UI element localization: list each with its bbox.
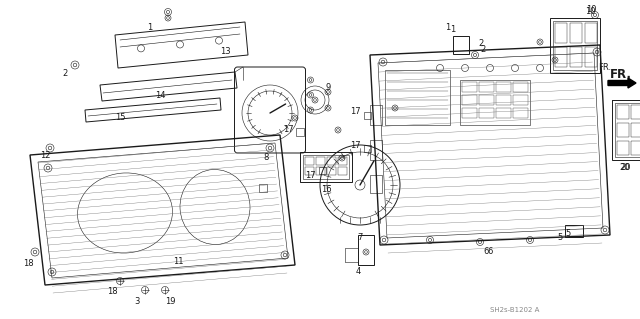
- Bar: [305, 157, 314, 165]
- Text: 9: 9: [325, 84, 331, 93]
- Bar: [462, 82, 477, 92]
- Bar: [462, 108, 477, 118]
- Bar: [615, 103, 640, 157]
- Bar: [370, 140, 382, 160]
- Bar: [513, 108, 528, 118]
- Bar: [631, 123, 640, 137]
- Text: 6: 6: [483, 248, 489, 256]
- Bar: [631, 105, 640, 119]
- Bar: [570, 23, 582, 43]
- Bar: [303, 155, 349, 179]
- Bar: [617, 123, 629, 137]
- Bar: [585, 47, 597, 67]
- Bar: [358, 235, 374, 265]
- Bar: [631, 141, 640, 155]
- Bar: [305, 167, 314, 175]
- Bar: [316, 167, 325, 175]
- Bar: [617, 105, 629, 119]
- Bar: [316, 157, 325, 165]
- Text: 16: 16: [321, 186, 332, 195]
- Bar: [570, 47, 582, 67]
- Bar: [319, 167, 326, 174]
- Text: 1: 1: [451, 26, 456, 34]
- Bar: [553, 21, 597, 70]
- Bar: [496, 82, 511, 92]
- Text: FR.: FR.: [598, 63, 612, 72]
- Text: 20: 20: [620, 164, 630, 173]
- Text: 14: 14: [155, 92, 165, 100]
- Bar: [565, 225, 583, 237]
- Bar: [550, 18, 600, 73]
- Text: 17: 17: [349, 108, 360, 116]
- Text: 17: 17: [283, 125, 293, 135]
- Text: 8: 8: [263, 153, 269, 162]
- Text: 15: 15: [115, 114, 125, 122]
- Bar: [370, 175, 382, 193]
- Text: 6: 6: [487, 248, 493, 256]
- Bar: [479, 108, 494, 118]
- Text: 7: 7: [357, 233, 363, 241]
- Text: 10: 10: [586, 5, 596, 14]
- Bar: [513, 95, 528, 105]
- Bar: [460, 80, 530, 125]
- Bar: [385, 70, 450, 125]
- Text: 5: 5: [565, 229, 571, 239]
- Text: 10: 10: [585, 8, 595, 17]
- Text: 18: 18: [107, 287, 117, 296]
- Text: 3: 3: [134, 296, 140, 306]
- Bar: [370, 105, 382, 125]
- Bar: [338, 157, 347, 165]
- FancyArrow shape: [608, 78, 636, 88]
- Bar: [496, 95, 511, 105]
- Text: 20: 20: [621, 164, 631, 173]
- Bar: [612, 100, 640, 160]
- Bar: [462, 95, 477, 105]
- Bar: [338, 167, 347, 175]
- Text: SH2s-B1202 A: SH2s-B1202 A: [490, 307, 540, 313]
- Bar: [296, 128, 304, 136]
- Bar: [585, 23, 597, 43]
- Bar: [555, 47, 567, 67]
- Text: 11: 11: [173, 257, 183, 266]
- Text: 12: 12: [40, 151, 51, 160]
- Bar: [327, 157, 336, 165]
- Text: FR.: FR.: [610, 69, 632, 81]
- Text: 17: 17: [349, 140, 360, 150]
- Text: 19: 19: [164, 298, 175, 307]
- Text: 13: 13: [220, 48, 230, 56]
- Bar: [496, 108, 511, 118]
- Bar: [453, 36, 469, 54]
- Text: 18: 18: [22, 259, 33, 269]
- Bar: [479, 95, 494, 105]
- Bar: [300, 152, 352, 182]
- Bar: [364, 145, 371, 152]
- Bar: [513, 82, 528, 92]
- Text: 1: 1: [445, 24, 451, 33]
- Bar: [259, 184, 267, 192]
- Text: 5: 5: [557, 233, 563, 241]
- Bar: [327, 167, 336, 175]
- Text: 4: 4: [355, 268, 360, 277]
- Text: 1: 1: [147, 24, 152, 33]
- Text: 2: 2: [481, 44, 486, 54]
- Text: 17: 17: [305, 170, 316, 180]
- Bar: [555, 23, 567, 43]
- Bar: [617, 141, 629, 155]
- Bar: [479, 82, 494, 92]
- Text: 2: 2: [478, 40, 484, 48]
- Bar: [364, 112, 371, 118]
- Text: 2: 2: [62, 70, 68, 78]
